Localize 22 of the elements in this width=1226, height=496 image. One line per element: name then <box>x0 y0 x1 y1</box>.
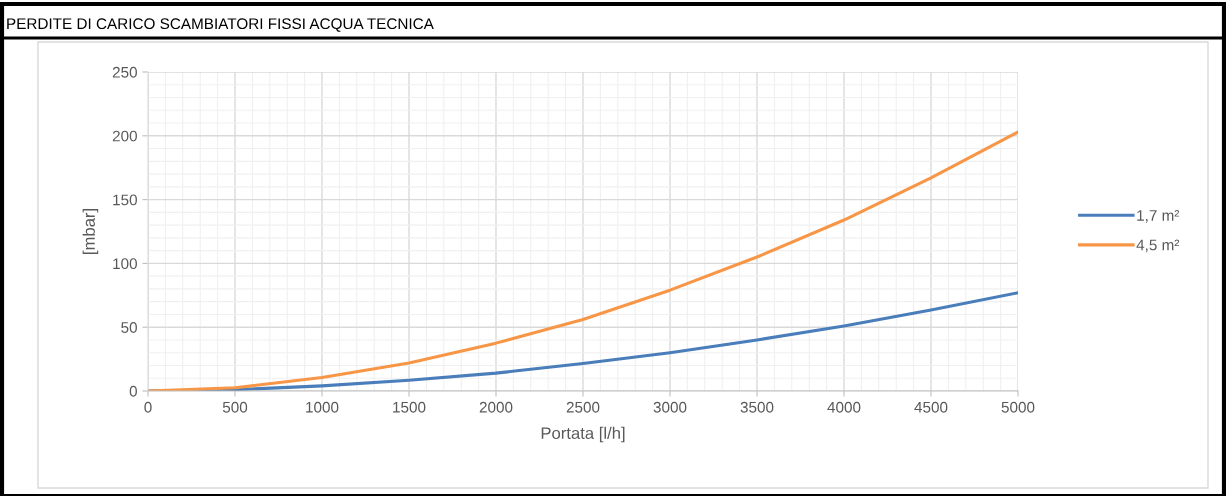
y-tick-label: 250 <box>112 66 137 78</box>
y-tick-label: 200 <box>112 130 137 142</box>
x-tick-label: 3000 <box>653 401 687 413</box>
x-tick-label: 2000 <box>479 401 513 413</box>
x-tick-label: 2500 <box>566 401 600 413</box>
x-tick-label: 1000 <box>306 401 339 413</box>
x-tick-label: 4000 <box>827 401 861 413</box>
y-tick-label: 0 <box>129 385 137 397</box>
y-tick-label: 50 <box>121 322 137 333</box>
x-axis-title: Portata [l/h] <box>541 426 625 443</box>
x-tick-label: 500 <box>222 401 248 413</box>
legend-label: 4,5 m² <box>1136 239 1180 253</box>
x-tick-label: 0 <box>144 401 152 413</box>
x-tick-label: 1500 <box>393 401 426 413</box>
x-tick-label: 4500 <box>914 401 948 413</box>
x-tick-label: 3500 <box>740 401 774 413</box>
chart-title: PERDITE DI CARICO SCAMBIATORI FISSI ACQUA TECNICA <box>7 18 434 32</box>
x-tick-label: 5000 <box>1001 401 1035 413</box>
legend-label: 1,7 m² <box>1137 210 1180 223</box>
y-axis-title: [mbar] <box>82 209 99 254</box>
y-tick-label: 150 <box>113 194 137 206</box>
y-tick-label: 100 <box>113 258 137 270</box>
